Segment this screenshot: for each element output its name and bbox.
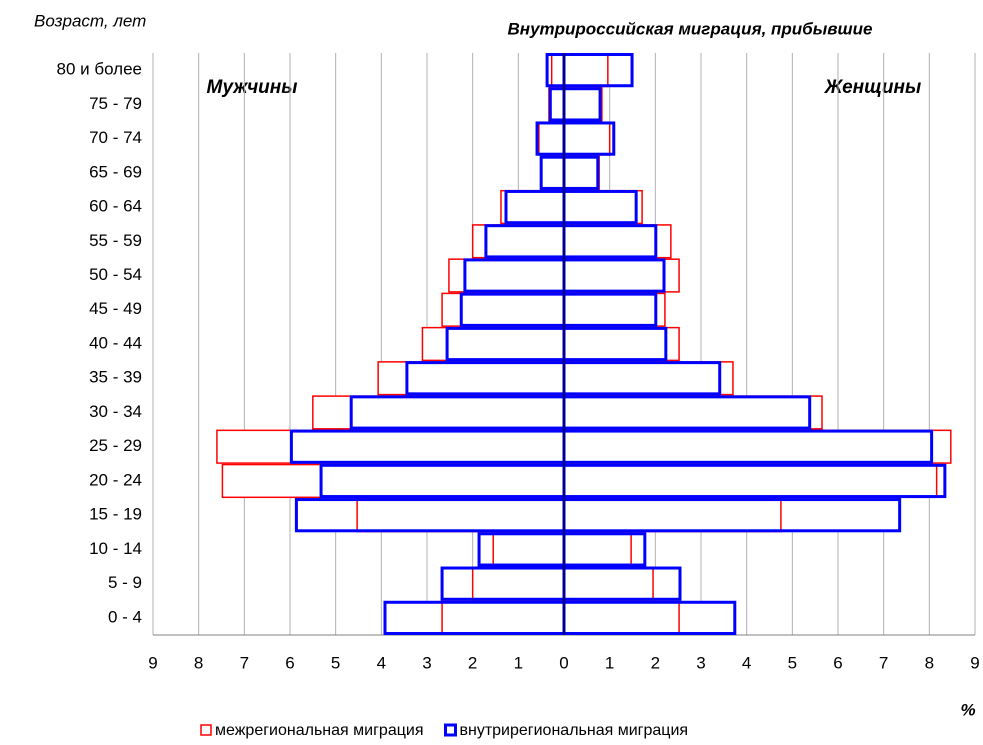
y-tick-label: 35 - 39 [89, 368, 142, 387]
bar-background [564, 326, 666, 362]
bar-background [564, 87, 601, 122]
bar-background [564, 429, 932, 464]
y-tick-label: 70 - 74 [89, 128, 142, 147]
bar-background [321, 463, 564, 499]
y-tick-label: 25 - 29 [89, 436, 142, 455]
y-tick-label: 75 - 79 [89, 94, 142, 113]
bar-background [550, 87, 564, 122]
y-tick-label: 10 - 14 [89, 539, 142, 558]
x-tick-label: 9 [970, 653, 979, 672]
bar-background [564, 566, 680, 601]
y-tick-label: 80 и более [57, 60, 143, 79]
x-tick-label: 7 [879, 653, 888, 672]
y-tick-label: 60 - 64 [89, 197, 142, 216]
bar-background [384, 600, 564, 635]
bar-background [564, 395, 810, 430]
bar-background [291, 429, 564, 464]
bar-background [537, 121, 564, 156]
bar-background [564, 498, 900, 533]
bar-background [564, 532, 645, 567]
x-tick-label: 2 [468, 653, 477, 672]
x-tick-label: 2 [651, 653, 660, 672]
x-tick-label: 9 [148, 653, 157, 672]
right-label: Женщины [824, 77, 921, 98]
legend-swatch [200, 724, 212, 736]
y-tick-label: 55 - 59 [89, 231, 142, 250]
x-tick-label: 8 [925, 653, 934, 672]
bar-background [541, 155, 564, 190]
y-tick-label: 15 - 19 [89, 505, 142, 524]
x-axis-label: % [960, 700, 975, 719]
x-tick-label: 0 [559, 653, 568, 672]
bar-background [351, 395, 564, 430]
left-label: Мужчины [207, 77, 298, 98]
bar-background [564, 189, 637, 225]
bar-background [485, 224, 564, 259]
x-tick-label: 6 [833, 653, 842, 672]
legend-label: внутрирегиональная миграция [459, 722, 688, 739]
bar-background [564, 463, 945, 499]
x-tick-label: 5 [331, 653, 340, 672]
bar-background [564, 292, 656, 327]
x-tick-label: 4 [742, 653, 751, 672]
bar-background [564, 600, 735, 635]
y-tick-label: 20 - 24 [89, 470, 142, 489]
bar-background [479, 532, 564, 567]
y-tick-label: 40 - 44 [89, 333, 142, 352]
bar-background [564, 361, 720, 396]
x-tick-label: 8 [194, 653, 203, 672]
bar-background [447, 326, 564, 362]
bar-background [547, 53, 564, 88]
bar-background [564, 53, 633, 88]
bar-background [564, 121, 614, 156]
legend-label: межрегиональная миграция [215, 722, 423, 739]
y-tick-label: 30 - 34 [89, 402, 142, 421]
x-tick-label: 1 [514, 653, 523, 672]
bar-background [461, 292, 564, 327]
x-tick-label: 1 [605, 653, 614, 672]
x-tick-label: 4 [377, 653, 386, 672]
chart-title: Внутрироссийская миграция, прибывшие [508, 19, 873, 38]
x-tick-label: 3 [422, 653, 431, 672]
bar-background [296, 498, 564, 533]
x-tick-label: 6 [285, 653, 294, 672]
bar-background [506, 189, 564, 225]
y-tick-label: 65 - 69 [89, 162, 142, 181]
bar-background [564, 258, 665, 293]
y-axis-label: Возраст, лет [34, 11, 146, 30]
x-tick-label: 5 [788, 653, 797, 672]
legend-swatch [443, 723, 457, 737]
y-tick-label: 45 - 49 [89, 299, 142, 318]
bar-background [564, 155, 598, 190]
x-tick-label: 7 [240, 653, 249, 672]
bar-background [442, 566, 564, 601]
y-tick-label: 50 - 54 [89, 265, 142, 284]
y-tick-label: 5 - 9 [108, 573, 142, 592]
y-tick-label: 0 - 4 [108, 607, 142, 626]
bar-background [406, 361, 564, 396]
bar-background [564, 224, 656, 259]
bar-background [464, 258, 564, 293]
x-tick-label: 3 [696, 653, 705, 672]
